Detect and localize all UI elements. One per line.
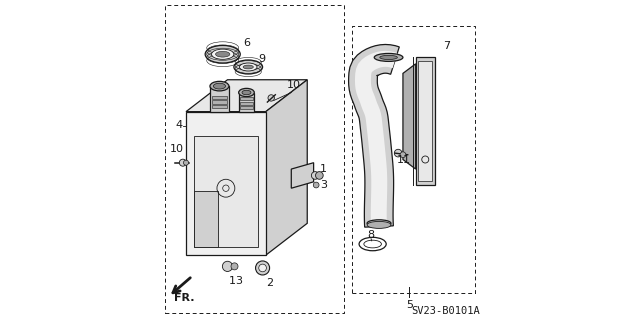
Text: 3: 3: [320, 180, 327, 190]
Text: 10: 10: [287, 80, 301, 90]
Circle shape: [259, 264, 266, 272]
Circle shape: [179, 159, 186, 166]
Ellipse shape: [242, 90, 251, 95]
Text: 9: 9: [258, 54, 265, 64]
Circle shape: [255, 261, 269, 275]
Polygon shape: [239, 93, 254, 112]
Ellipse shape: [239, 88, 254, 97]
Circle shape: [312, 172, 319, 179]
Text: 8: 8: [367, 230, 374, 240]
Polygon shape: [239, 106, 253, 109]
Text: 2: 2: [266, 278, 273, 287]
Text: 7: 7: [443, 41, 450, 51]
Polygon shape: [186, 112, 266, 255]
Polygon shape: [212, 96, 227, 99]
Polygon shape: [186, 80, 307, 112]
Ellipse shape: [213, 83, 225, 89]
Text: 5: 5: [406, 300, 413, 310]
Polygon shape: [349, 44, 399, 227]
Polygon shape: [403, 64, 416, 169]
Polygon shape: [355, 51, 397, 227]
Text: SV23-B0101A: SV23-B0101A: [412, 306, 481, 316]
Ellipse shape: [367, 220, 391, 227]
Text: 3: 3: [236, 276, 243, 286]
Text: 6: 6: [243, 38, 250, 48]
Ellipse shape: [205, 45, 240, 63]
Ellipse shape: [243, 65, 253, 69]
Circle shape: [394, 149, 402, 157]
Polygon shape: [212, 100, 227, 104]
Text: 11: 11: [397, 155, 411, 165]
Ellipse shape: [367, 221, 391, 228]
Polygon shape: [291, 163, 314, 188]
Text: 10: 10: [170, 144, 184, 153]
Ellipse shape: [380, 56, 397, 60]
Polygon shape: [419, 61, 432, 181]
Circle shape: [184, 160, 189, 165]
Ellipse shape: [374, 54, 403, 62]
Ellipse shape: [216, 51, 230, 57]
Ellipse shape: [212, 49, 234, 59]
Circle shape: [222, 261, 232, 271]
Polygon shape: [210, 86, 229, 112]
Ellipse shape: [234, 60, 262, 74]
Polygon shape: [194, 191, 218, 247]
Polygon shape: [212, 105, 227, 108]
Text: 1: 1: [229, 276, 236, 286]
Circle shape: [314, 182, 319, 188]
Circle shape: [316, 172, 323, 179]
Polygon shape: [239, 97, 253, 100]
Polygon shape: [416, 57, 435, 185]
Circle shape: [400, 152, 406, 158]
Text: 4: 4: [176, 120, 183, 130]
Circle shape: [231, 263, 238, 270]
Polygon shape: [194, 136, 258, 247]
Polygon shape: [266, 80, 307, 255]
Text: FR.: FR.: [174, 293, 195, 303]
Circle shape: [268, 95, 275, 101]
Ellipse shape: [210, 81, 229, 91]
Ellipse shape: [239, 63, 257, 71]
Text: 1: 1: [320, 164, 327, 174]
Polygon shape: [239, 102, 253, 105]
